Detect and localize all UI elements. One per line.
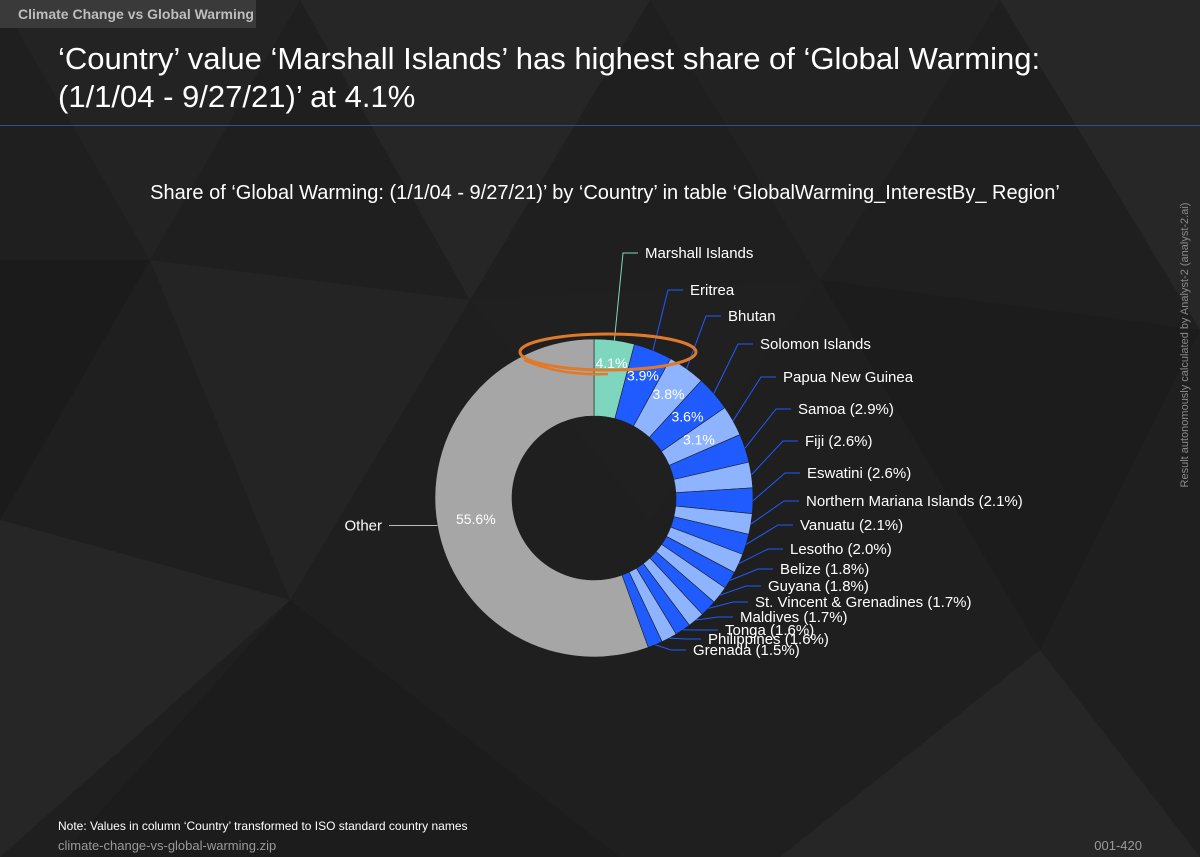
leader-line-maldives: [695, 616, 733, 621]
footer-id: 001-420: [1094, 838, 1142, 853]
attribution-note: Result autonomously calculated by Analys…: [1179, 202, 1191, 488]
outer-label-belize: Belize (1.8%): [780, 561, 869, 578]
leader-line-st-vincent-grenadines: [708, 601, 748, 609]
leader-line-papua-new-guinea: [732, 376, 776, 422]
outer-label-vanuatu: Vanuatu (2.1%): [800, 517, 903, 534]
divider: [0, 125, 1200, 126]
value-label-eritrea: 3.9%: [627, 367, 659, 383]
headline: ‘Country’ value ‘Marshall Islands’ has h…: [58, 41, 1041, 114]
outer-label-philippines: Philippines (1.6%): [708, 631, 829, 648]
leader-line-lesotho: [738, 548, 783, 565]
slice-other: [434, 338, 649, 658]
leader-line-eritrea: [652, 289, 683, 351]
highlight-annotation: [518, 332, 698, 372]
leader-line-fiji: [750, 440, 798, 476]
value-label-papua-new-guinea: 3.1%: [683, 432, 715, 448]
outer-label-bhutan: Bhutan: [728, 308, 776, 325]
outer-label-other: Other: [344, 518, 382, 535]
value-label-other: 55.6%: [456, 511, 496, 527]
outer-label-maldives: Maldives (1.7%): [740, 609, 848, 626]
leader-line-grenada: [655, 644, 686, 651]
outer-label-samoa: Samoa (2.9%): [798, 401, 894, 418]
chart-title: Share of ‘Global Warming: (1/1/04 - 9/27…: [150, 182, 1060, 204]
value-label-solomon-islands: 3.6%: [671, 409, 703, 425]
leader-line-solomon-islands: [713, 343, 753, 394]
footer-note: Note: Values in column ‘Country’ transfo…: [58, 819, 468, 833]
highlight-annotation-tail: [523, 358, 609, 376]
outer-label-st-vincent-grenadines: St. Vincent & Grenadines (1.7%): [755, 594, 972, 611]
outer-label-northern-mariana-islands: Northern Mariana Islands (2.1%): [806, 493, 1023, 510]
outer-label-guyana: Guyana (1.8%): [768, 578, 869, 595]
outer-label-marshall-islands: Marshall Islands: [645, 245, 753, 262]
outer-label-tonga: Tonga (1.6%): [725, 622, 814, 639]
outer-label-eritrea: Eritrea: [690, 282, 735, 299]
leader-line-vanuatu: [745, 524, 793, 545]
leader-line-marshall-islands: [613, 252, 638, 341]
outer-label-fiji: Fiji (2.6%): [805, 433, 873, 450]
leader-line-northern-mariana-islands: [750, 500, 799, 525]
leader-line-eswatini: [752, 472, 800, 502]
leader-line-belize: [729, 568, 773, 581]
outer-label-solomon-islands: Solomon Islands: [760, 336, 871, 353]
source-tag: Climate Change vs Global Warming: [0, 0, 256, 28]
leader-line-samoa: [744, 408, 791, 449]
outer-label-papua-new-guinea: Papua New Guinea: [783, 369, 914, 386]
value-label-marshall-islands: 4.1%: [595, 355, 627, 371]
leader-line-philippines: [669, 637, 701, 640]
value-label-bhutan: 3.8%: [653, 386, 685, 402]
leader-line-bhutan: [686, 315, 721, 369]
leader-line-guyana: [719, 585, 761, 596]
outer-label-grenada: Grenada (1.5%): [693, 642, 800, 659]
footer-filename: climate-change-vs-global-warming.zip: [58, 838, 277, 853]
outer-label-eswatini: Eswatini (2.6%): [807, 465, 911, 482]
outer-label-lesotho: Lesotho (2.0%): [790, 541, 892, 558]
